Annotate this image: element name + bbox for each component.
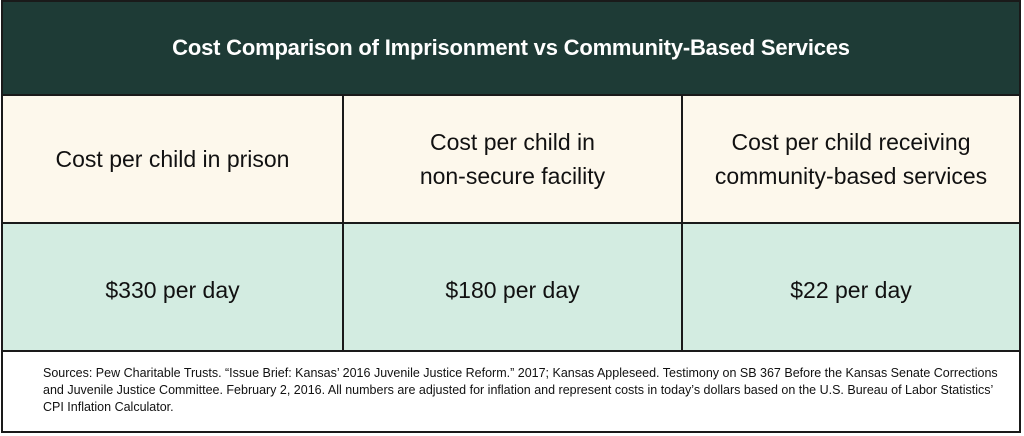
- value-cell-prison: $330 per day: [3, 224, 342, 350]
- value-cell-non-secure-facility: $180 per day: [342, 224, 681, 350]
- value-cell-community-services: $22 per day: [681, 224, 1019, 350]
- table-title: Cost Comparison of Imprisonment vs Commu…: [172, 35, 850, 60]
- header-cell-non-secure-facility: Cost per child in non-secure facility: [342, 96, 681, 222]
- value-row: $330 per day $180 per day $22 per day: [3, 224, 1019, 352]
- sources-note: Sources: Pew Charitable Trusts. “Issue B…: [3, 352, 1019, 431]
- header-label-non-secure-facility: Cost per child in non-secure facility: [419, 129, 606, 189]
- value-non-secure-facility: $180 per day: [445, 276, 580, 303]
- header-label-prison: Cost per child in prison: [55, 146, 290, 172]
- header-cell-prison: Cost per child in prison: [3, 96, 342, 222]
- header-row: Cost per child in prison Cost per child …: [3, 96, 1019, 224]
- value-prison: $330 per day: [105, 276, 240, 303]
- table-title-bar: Cost Comparison of Imprisonment vs Commu…: [3, 2, 1019, 96]
- header-cell-community-services: Cost per child receiving community-based …: [681, 96, 1019, 222]
- header-label-community-services: Cost per child receiving community-based …: [714, 129, 988, 189]
- value-community-services: $22 per day: [790, 276, 912, 303]
